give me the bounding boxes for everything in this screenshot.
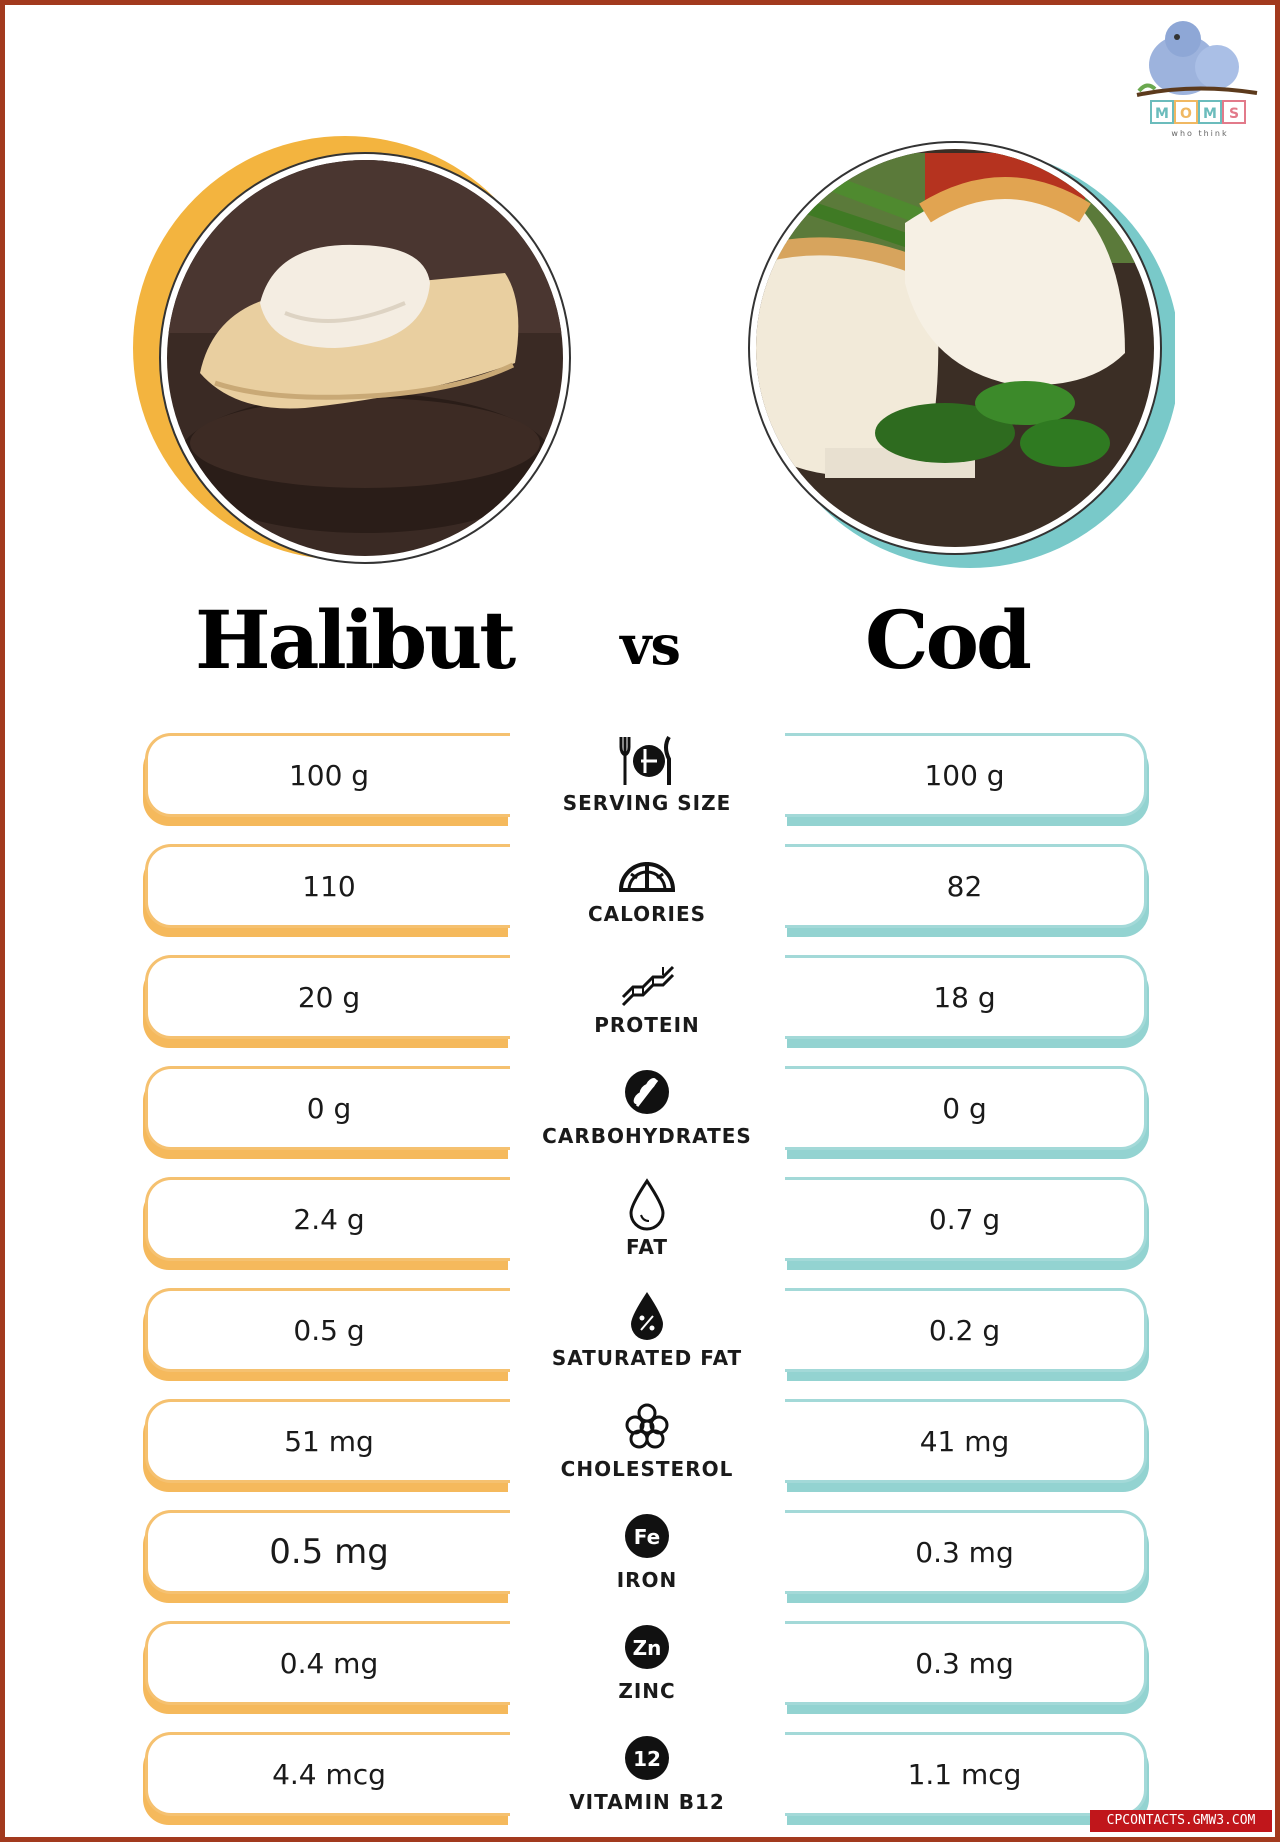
cod-value: 0.3 mg xyxy=(785,1621,1147,1705)
nutrient-row-fat: 2.4 g FAT 0.7 g xyxy=(5,1169,1280,1275)
logo-letter: O xyxy=(1180,106,1192,122)
halibut-value: 0.5 g xyxy=(145,1288,510,1372)
logo-letter: M xyxy=(1203,106,1217,122)
logo-letter: M xyxy=(1155,106,1169,122)
molecule-icon xyxy=(625,1403,669,1449)
nutrient-label: SATURATED FAT xyxy=(551,1346,743,1370)
nutrient-row-carbohydrates: 0 g CARBOHYDRATES 0 g xyxy=(5,1058,1280,1164)
nutrient-center: Fe IRON xyxy=(525,1502,769,1608)
utensils-plate-icon xyxy=(619,735,671,785)
nutrient-label: ZINC xyxy=(618,1679,676,1703)
zinc-symbol: Zn xyxy=(633,1636,662,1660)
nutrient-label: PROTEIN xyxy=(594,1013,700,1037)
nutrient-label: CARBOHYDRATES xyxy=(542,1124,752,1148)
halibut-value: 51 mg xyxy=(145,1399,510,1483)
vs-label: vs xyxy=(620,613,681,677)
nutrient-row-cholesterol: 51 mg CHOLESTEROL 41 mg xyxy=(5,1391,1280,1497)
halibut-value: 2.4 g xyxy=(145,1177,510,1261)
cod-title: Cod xyxy=(865,593,1032,687)
nutrient-row-protein: 20 g PROTEIN 18 g xyxy=(5,947,1280,1053)
cod-value: 0.3 mg xyxy=(785,1510,1147,1594)
nutrient-center: CARBOHYDRATES xyxy=(525,1058,769,1164)
halibut-value: 0.4 mg xyxy=(145,1621,510,1705)
halibut-value: 20 g xyxy=(145,955,510,1039)
nutrient-row-iron: 0.5 mg Fe IRON 0.3 mg xyxy=(5,1502,1280,1608)
halibut-title: Halibut xyxy=(195,593,516,687)
nutrient-center: FAT xyxy=(525,1169,769,1275)
nutrient-center: SERVING SIZE xyxy=(525,725,769,831)
nutrient-row-zinc: 0.4 mg Zn ZINC 0.3 mg xyxy=(5,1613,1280,1719)
nutrient-row-calories: 110 CALORIES 82 xyxy=(5,836,1280,942)
percent-drop-icon xyxy=(631,1292,663,1340)
halibut-value: 100 g xyxy=(145,733,510,817)
iron-symbol: Fe xyxy=(634,1525,660,1549)
halibut-value: 4.4 mcg xyxy=(145,1732,510,1816)
iron-fe-icon: Fe xyxy=(625,1514,669,1558)
halibut-value: 110 xyxy=(145,844,510,928)
nutrient-row-serving-size: 100 g SERVING SIZE 100 g xyxy=(5,725,1280,831)
nutrient-center: CHOLESTEROL xyxy=(525,1391,769,1497)
logo-tagline: who think xyxy=(1171,129,1229,138)
cod-value: 41 mg xyxy=(785,1399,1147,1483)
cod-value: 0.7 g xyxy=(785,1177,1147,1261)
cod-value: 18 g xyxy=(785,955,1147,1039)
nutrient-center: 12 VITAMIN B12 xyxy=(525,1724,769,1830)
nutrient-label: FAT xyxy=(626,1235,668,1259)
nutrient-label: VITAMIN B12 xyxy=(569,1790,725,1814)
b12-icon: 12 xyxy=(625,1736,669,1780)
nutrient-row-vitamin-b12: 4.4 mcg 12 VITAMIN B12 1.1 mcg xyxy=(5,1724,1280,1830)
nutrient-center: SATURATED FAT xyxy=(525,1280,769,1386)
cod-value: 0 g xyxy=(785,1066,1147,1150)
moms-who-think-logo: M O M S xyxy=(1136,21,1258,124)
logo-letter: S xyxy=(1229,106,1239,122)
cod-value: 100 g xyxy=(785,733,1147,817)
gauge-icon xyxy=(618,862,676,892)
halibut-photo xyxy=(133,136,571,564)
nutrient-row-saturated-fat: 0.5 g SATURATED FAT 0.2 g xyxy=(5,1280,1280,1386)
halibut-value: 0 g xyxy=(145,1066,510,1150)
cod-photo xyxy=(748,141,1175,568)
nutrient-center: CALORIES xyxy=(525,836,769,942)
nutrient-center: PROTEIN xyxy=(525,947,769,1053)
nutrient-label: CALORIES xyxy=(587,902,707,926)
cod-value: 1.1 mcg xyxy=(785,1732,1147,1816)
drop-icon xyxy=(629,1178,665,1231)
nutrient-label: IRON xyxy=(616,1568,678,1592)
nutrient-label: SERVING SIZE xyxy=(562,791,732,815)
cod-value: 82 xyxy=(785,844,1147,928)
nutrient-label: CHOLESTEROL xyxy=(560,1457,734,1481)
halibut-value: 0.5 mg xyxy=(145,1510,510,1594)
zinc-zn-icon: Zn xyxy=(625,1625,669,1669)
b12-symbol: 12 xyxy=(633,1747,661,1771)
nutrient-center: Zn ZINC xyxy=(525,1613,769,1719)
cod-value: 0.2 g xyxy=(785,1288,1147,1372)
wheat-icon xyxy=(625,1070,669,1114)
protein-chain-icon xyxy=(621,965,675,1007)
watermark-badge: CPCONTACTS.GMW3.COM xyxy=(1090,1810,1272,1832)
